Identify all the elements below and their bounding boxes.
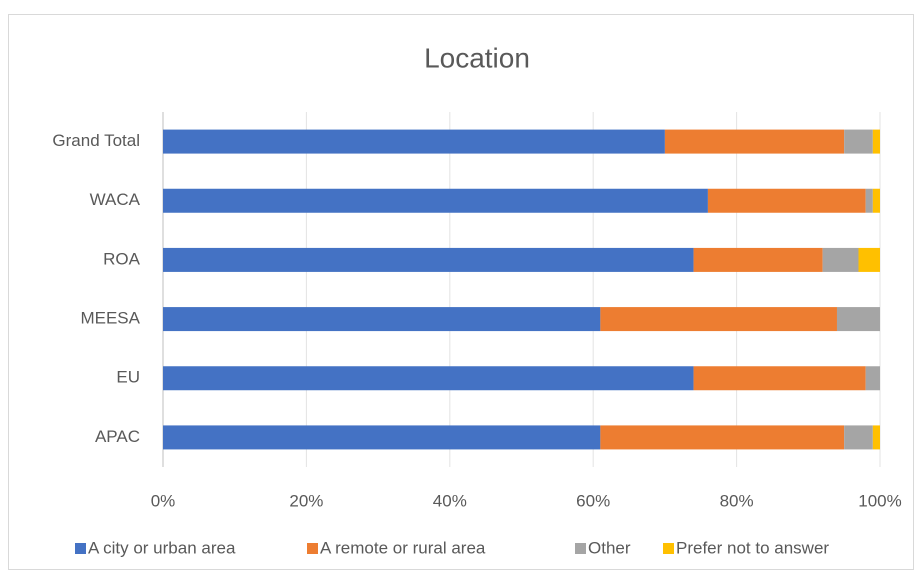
x-tick-label: 60% (576, 491, 610, 510)
bar-segment (844, 129, 873, 154)
bar-segment (693, 366, 866, 391)
chart-frame (8, 14, 914, 570)
bar-segment (600, 307, 837, 332)
bar-segment (163, 425, 601, 450)
bar-segment (872, 425, 880, 450)
y-tick-label: Grand Total (52, 131, 140, 150)
x-tick-label: 100% (858, 491, 901, 510)
bar-segment (693, 247, 823, 272)
legend-label: Other (588, 538, 631, 557)
legend-label: Prefer not to answer (676, 538, 829, 557)
bar-segment (865, 366, 880, 391)
y-tick-label: WACA (90, 190, 141, 209)
bar-segment (858, 247, 880, 272)
legend-swatch (575, 543, 586, 554)
legend-swatch (307, 543, 318, 554)
bar-segment (163, 366, 694, 391)
legend-label: A remote or rural area (320, 538, 486, 557)
y-tick-label: MEESA (80, 309, 140, 328)
chart-title: Location (424, 42, 530, 73)
x-tick-label: 0% (151, 491, 176, 510)
bar-segment (836, 307, 880, 332)
legend-swatch (75, 543, 86, 554)
bar-segment (163, 307, 601, 332)
y-tick-label: APAC (95, 427, 140, 446)
bar-segment (163, 188, 708, 213)
bar-segment (664, 129, 845, 154)
legend-label: A city or urban area (88, 538, 236, 557)
bar-segment (872, 129, 880, 154)
bar-segment (822, 247, 859, 272)
x-tick-label: 40% (433, 491, 467, 510)
y-tick-label: ROA (103, 249, 141, 268)
bar-segment (844, 425, 873, 450)
legend-swatch (663, 543, 674, 554)
bar-segment (865, 188, 873, 213)
y-tick-label: EU (116, 368, 140, 387)
bar-segment (707, 188, 866, 213)
bar-segment (163, 129, 665, 154)
bar-segment (872, 188, 880, 213)
bar-segment (163, 247, 694, 272)
x-tick-label: 20% (289, 491, 323, 510)
x-tick-label: 80% (720, 491, 754, 510)
bar-segment (600, 425, 845, 450)
